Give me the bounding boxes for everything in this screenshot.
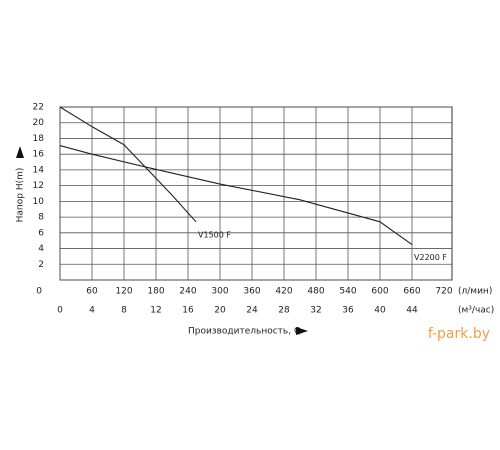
x2-tick-label: 300: [211, 287, 228, 297]
plot-frame: [59, 106, 453, 281]
x2-tick-label: 720: [435, 287, 452, 297]
series-label: V2200 F: [414, 253, 447, 262]
y-tick-label: 0: [36, 287, 42, 297]
x2-tick-label: 600: [371, 287, 388, 297]
x2-tick-label: 660: [403, 287, 420, 297]
y-tick-label: 20: [33, 118, 45, 128]
x-tick-label: 44: [406, 306, 418, 316]
y-tick-label: 12: [33, 181, 44, 191]
y-tick-label: 4: [38, 244, 44, 254]
y-tick-label: 22: [33, 103, 44, 113]
x-tick-label: 12: [150, 306, 161, 316]
series-label: V1500 F: [198, 230, 231, 239]
x-axis-title: Производительность, Q: [188, 327, 301, 337]
x2-tick-label: 120: [115, 287, 132, 297]
x-tick-label: 36: [342, 306, 354, 316]
x-tick-label: 20: [214, 306, 226, 316]
x-tick-label: 0: [57, 306, 63, 316]
curve: [59, 106, 197, 223]
x-tick-label: 28: [278, 306, 290, 316]
x2-tick-label: 60: [86, 287, 98, 297]
x-tick-label: 24: [246, 306, 258, 316]
x-tick-label: 8: [121, 306, 127, 316]
x2-tick-label: 480: [307, 287, 324, 297]
x2-unit: (л/мин): [458, 287, 492, 297]
x2-tick-label: 360: [243, 287, 260, 297]
x2-tick-label: 420: [275, 287, 292, 297]
y-arrow: [16, 146, 24, 158]
y-tick-label: 6: [38, 228, 44, 238]
watermark: f-park.by: [428, 326, 490, 342]
y-axis-title: Напор H(m): [16, 168, 26, 223]
x-tick-label: 32: [310, 306, 321, 316]
x2-tick-label: 240: [179, 287, 196, 297]
x-tick-label: 4: [89, 306, 95, 316]
y-tick-label: 10: [33, 197, 45, 207]
y-tick-label: 18: [33, 134, 45, 144]
x2-tick-label: 180: [147, 287, 164, 297]
x-unit: (м³/час): [458, 306, 494, 316]
x-tick-label: 16: [182, 306, 194, 316]
curve: [59, 145, 413, 246]
y-tick-label: 2: [38, 260, 44, 270]
y-tick-label: 8: [38, 213, 44, 223]
y-tick-label: 16: [33, 150, 45, 160]
x2-tick-label: 540: [339, 287, 356, 297]
x-tick-label: 40: [374, 306, 386, 316]
y-tick-label: 14: [33, 165, 45, 175]
x-arrow: [296, 327, 308, 335]
